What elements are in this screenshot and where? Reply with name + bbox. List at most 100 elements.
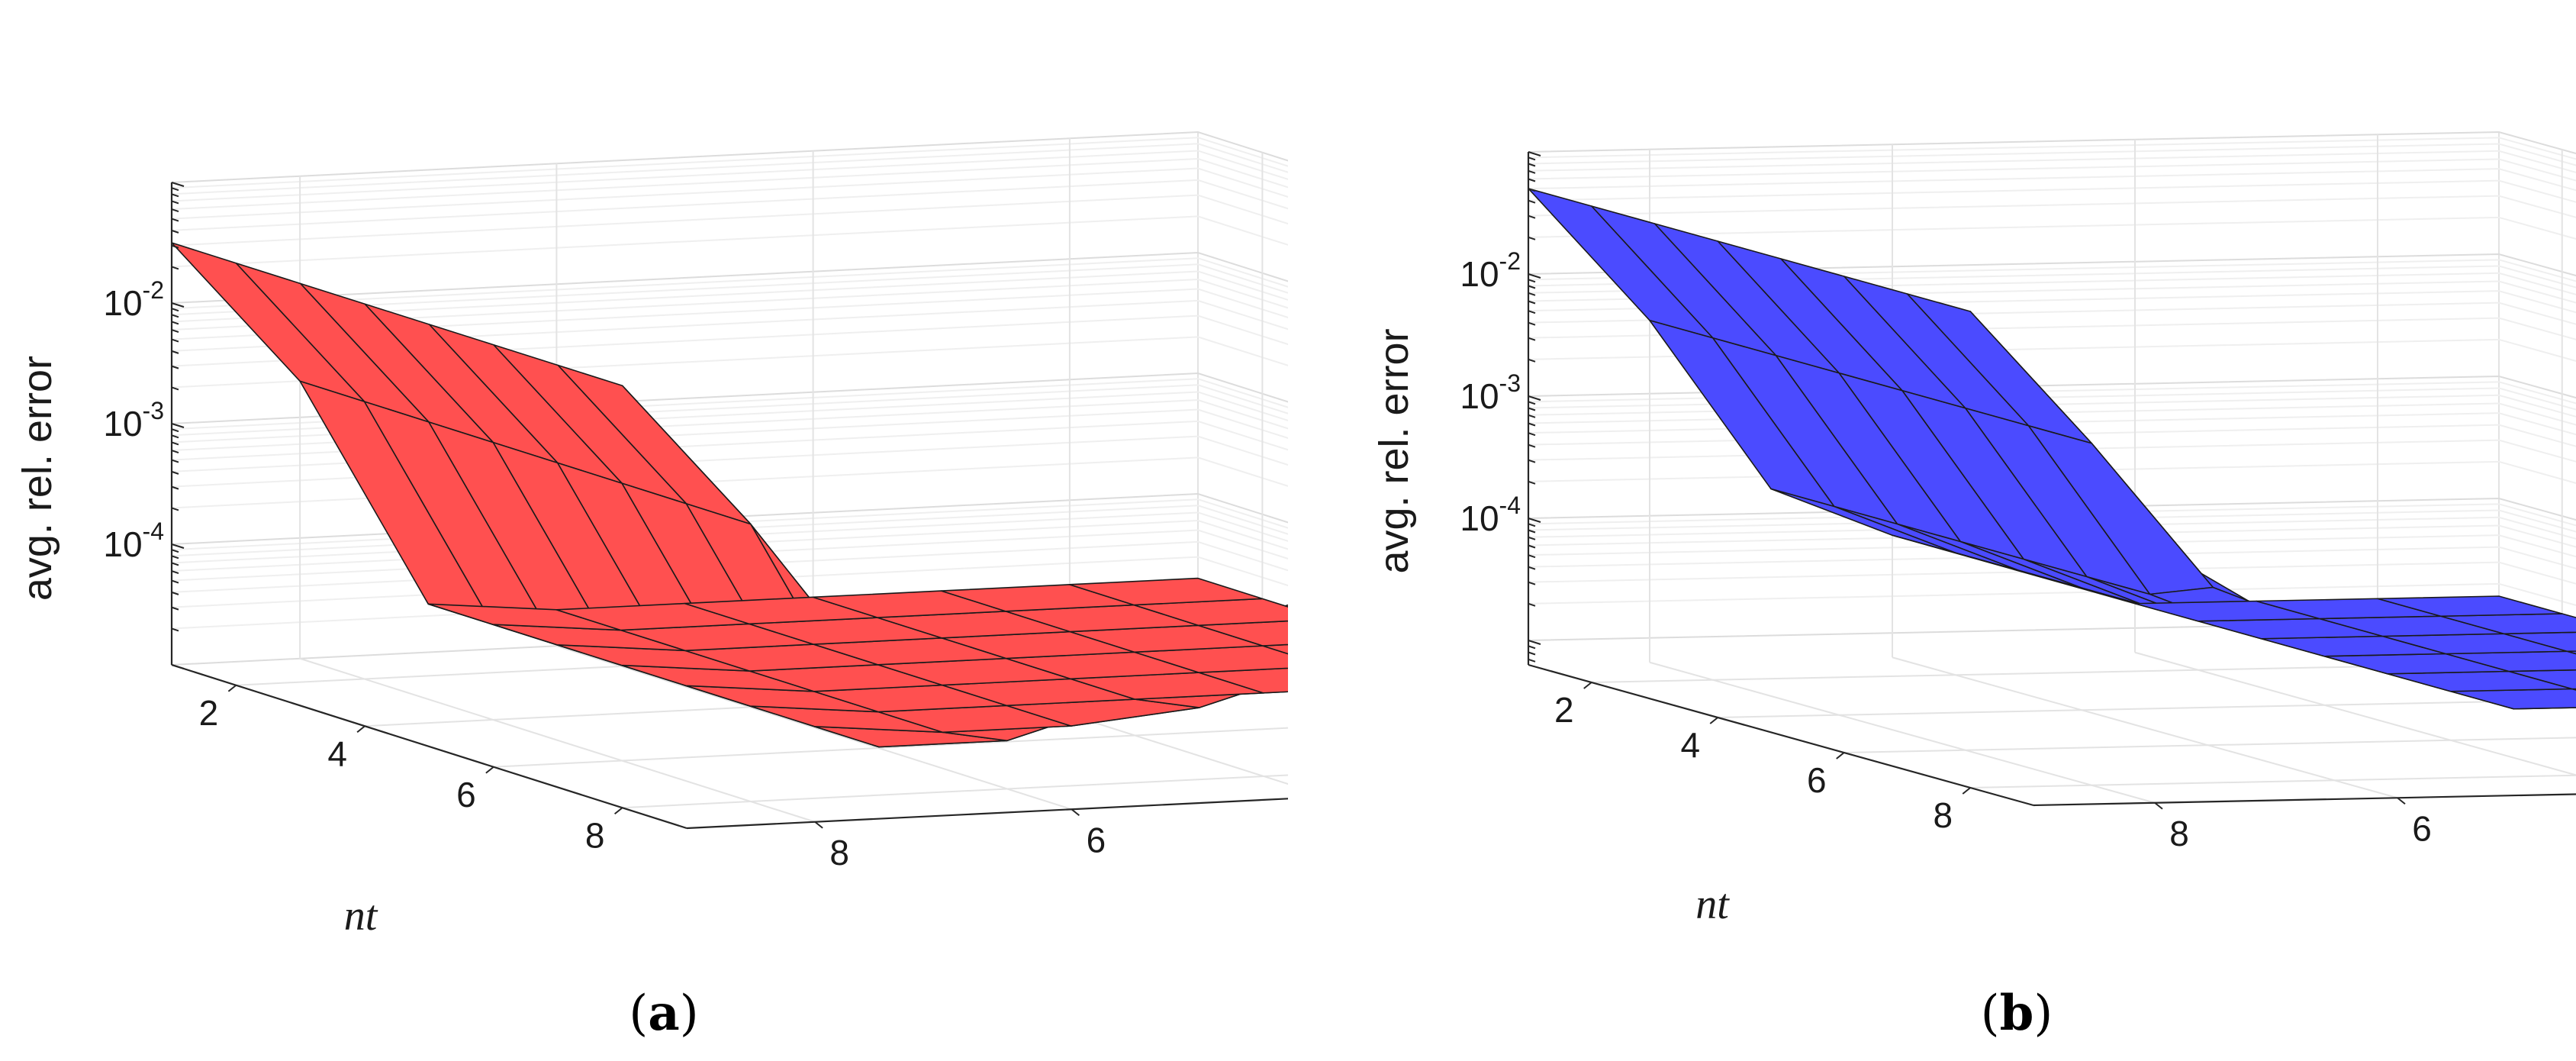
x-tick-label: 6 xyxy=(1807,760,1827,800)
z-tick xyxy=(171,627,179,632)
z-tick xyxy=(1528,602,1536,607)
z-tick xyxy=(171,579,179,584)
x-tick xyxy=(227,684,237,692)
z-tick xyxy=(171,434,179,439)
z-tick xyxy=(1528,163,1536,167)
z-tick xyxy=(1528,178,1536,182)
z-tick-exp: -4 xyxy=(143,518,164,545)
z-tick xyxy=(1528,292,1536,296)
z-tick-exp: -3 xyxy=(143,397,164,424)
z-tick xyxy=(1528,310,1536,314)
z-tick-base: 10 xyxy=(103,283,142,323)
z-tick xyxy=(171,664,185,669)
surface-chart-b: 10-410-310-224682468ntnsavg. rel. error xyxy=(1371,131,2576,962)
y-tick-label: 8 xyxy=(2169,814,2189,853)
z-tick xyxy=(1528,645,1536,650)
x-tick xyxy=(485,766,494,774)
z-tick xyxy=(171,459,179,463)
z-tick-base: 10 xyxy=(1460,376,1499,416)
z-tick xyxy=(1528,395,1541,401)
x-axis-line xyxy=(1528,663,2034,807)
z-tick xyxy=(171,314,179,318)
y-tick xyxy=(2397,797,2406,805)
y-axis-label: ns xyxy=(1174,956,1212,962)
x-tick xyxy=(1583,682,1592,689)
surface-patch xyxy=(2377,595,2563,618)
z-tick-exp: -2 xyxy=(143,276,164,304)
z-tick xyxy=(1528,151,1541,156)
z-tick xyxy=(171,244,179,249)
z-tick xyxy=(171,441,179,446)
z-tick xyxy=(171,338,179,343)
x-tick-label: 8 xyxy=(585,815,605,855)
z-tick-exp: -3 xyxy=(1499,369,1521,397)
x-tick xyxy=(356,725,365,734)
z-tick-exp: -2 xyxy=(1499,247,1521,275)
z-tick xyxy=(1528,337,1536,341)
z-tick xyxy=(171,350,179,354)
z-tick xyxy=(1528,422,1536,427)
z-axis-label: avg. rel. error xyxy=(1371,328,1417,573)
surface-patch xyxy=(1069,577,1264,606)
surface-patch xyxy=(2503,631,2576,653)
x-tick xyxy=(1709,717,1718,724)
z-tick xyxy=(1528,544,1536,549)
y-tick xyxy=(1071,808,1080,817)
x-tick-label: 8 xyxy=(1933,795,1953,835)
caption-b-close: ) xyxy=(2033,985,2053,1042)
z-tick xyxy=(171,428,179,433)
caption-a-close: ) xyxy=(679,985,699,1042)
y-axis-line xyxy=(2033,793,2576,807)
x-tick-label: 2 xyxy=(1554,690,1574,730)
z-tick xyxy=(1528,279,1536,283)
z-tick xyxy=(171,365,179,369)
z-tick xyxy=(1528,651,1536,656)
surface xyxy=(1528,188,2576,710)
surface-patch xyxy=(2449,688,2576,710)
z-tick xyxy=(171,606,179,611)
caption-a-open: ( xyxy=(629,985,649,1042)
caption-b-letter: b xyxy=(1999,985,2034,1042)
z-tick xyxy=(171,187,179,192)
z-tick-label: 10-2 xyxy=(103,276,164,323)
z-tick xyxy=(171,450,179,454)
z-tick xyxy=(171,485,179,490)
y-axis-label: ns xyxy=(2492,949,2530,962)
caption-a-letter: a xyxy=(648,985,680,1042)
z-tick xyxy=(1528,459,1536,463)
z-tick xyxy=(171,423,185,428)
z-tick xyxy=(171,229,179,234)
x-tick xyxy=(1962,787,1971,795)
z-tick xyxy=(171,543,185,549)
z-tick xyxy=(1528,273,1541,279)
z-tick xyxy=(171,182,185,187)
z-tick xyxy=(1528,640,1541,645)
z-tick xyxy=(1528,480,1536,485)
z-tick-label: 10-3 xyxy=(103,397,164,443)
z-tick xyxy=(171,302,185,308)
z-tick xyxy=(1528,300,1536,305)
caption-a: (a) xyxy=(588,985,740,1042)
x-axis-line xyxy=(171,663,687,830)
y-axis-line xyxy=(686,798,1288,830)
z-tick xyxy=(171,208,179,213)
x-tick-label: 2 xyxy=(199,693,219,733)
z-tick xyxy=(171,562,179,566)
y-tick xyxy=(2154,801,2163,810)
z-tick xyxy=(171,386,179,391)
z-tick xyxy=(171,308,179,312)
axes: 10-410-310-224682468 xyxy=(1460,151,2576,853)
z-tick xyxy=(171,470,179,475)
surface-chart-a: 10-410-310-224682468ntnsavg. rel. error xyxy=(14,131,1288,962)
z-tick xyxy=(1528,581,1536,585)
y-tick-label: 6 xyxy=(2412,808,2432,848)
panel-b: 10-410-310-224682468ntnsavg. rel. error … xyxy=(1288,0,2576,1061)
z-tick xyxy=(171,321,179,325)
z-tick xyxy=(1528,554,1536,559)
surface xyxy=(171,242,1288,748)
z-tick xyxy=(171,329,179,334)
z-tick xyxy=(1528,214,1536,219)
z-tick xyxy=(1528,407,1536,411)
z-tick-exp: -4 xyxy=(1499,492,1521,519)
z-tick-label: 10-4 xyxy=(1460,492,1521,538)
